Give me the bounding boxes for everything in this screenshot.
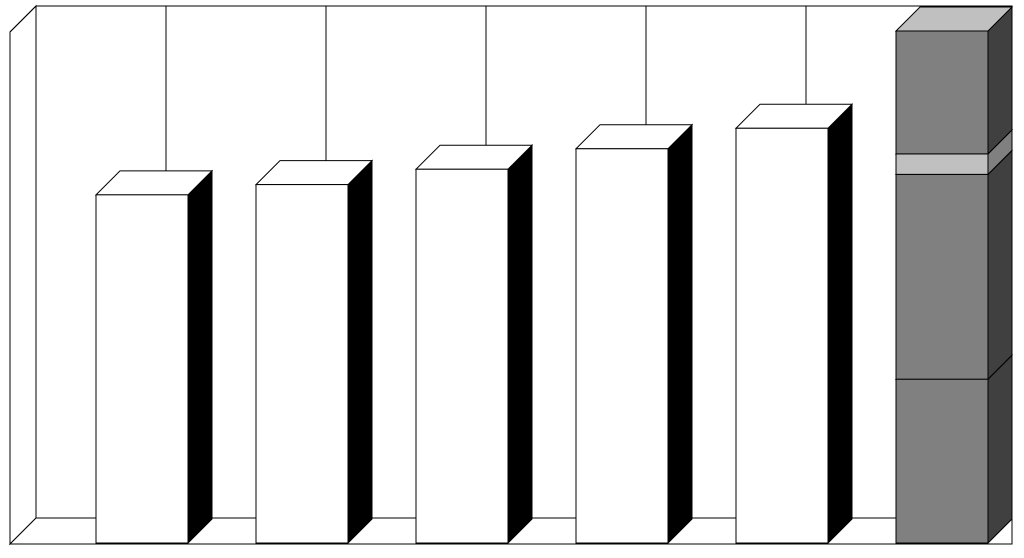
bar xyxy=(576,125,692,543)
bar xyxy=(896,7,1012,543)
bar xyxy=(736,104,852,543)
bar xyxy=(96,171,212,543)
bar xyxy=(256,161,372,543)
bar-chart-3d xyxy=(0,0,1024,558)
left-wall xyxy=(10,6,36,544)
bar xyxy=(416,145,532,543)
